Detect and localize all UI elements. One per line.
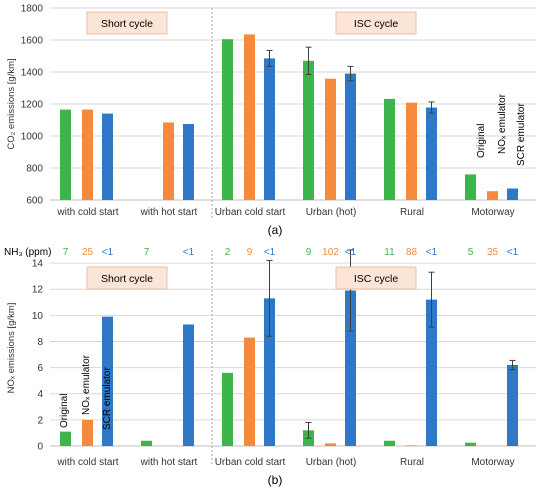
x-tick-label: with cold start <box>56 457 118 468</box>
cycle-box <box>86 11 168 35</box>
legend-original: Original <box>476 124 487 158</box>
bar-scr-emulator <box>507 364 518 446</box>
y-tick-label: 1800 <box>21 4 44 15</box>
cycle-box-label: Short cycle <box>101 18 153 30</box>
x-tick-label: Rural <box>400 457 424 468</box>
x-tick-label: Urban (hot) <box>306 207 357 218</box>
x-tick-label: Urban cold start <box>215 457 286 468</box>
cycle-box-label: Short cycle <box>101 273 153 285</box>
y-tick-label: 1200 <box>21 100 44 111</box>
nh3-value: <1 <box>507 247 519 258</box>
nh3-value: 102 <box>322 247 339 258</box>
bar-scr-emulator <box>426 299 437 446</box>
legend-nox-emulator: NOₓ emulator <box>81 354 92 415</box>
y-tick-label: 1400 <box>21 68 44 79</box>
bar-scr-emulator <box>264 58 275 201</box>
x-tick-label: Urban cold start <box>215 207 286 218</box>
bar-scr-emulator <box>183 124 194 200</box>
y-tick-label: 800 <box>26 164 43 175</box>
co2-chart: 600 800 1000 1200 1400 1600 1800 CO₂ emissions … <box>6 4 536 237</box>
nox-chart: 0 2 4 6 8 10 12 14 NOₓ emissions [g/km] with cold… <box>4 247 536 487</box>
nh3-value: 7 <box>63 247 69 258</box>
nh3-value: 11 <box>384 247 395 258</box>
y-tick-label: 4 <box>37 389 43 400</box>
cycle-box <box>86 266 168 290</box>
nh3-value: <1 <box>183 247 195 258</box>
bar-scr-emulator <box>345 73 356 200</box>
x-tick-label: with cold start <box>56 207 118 218</box>
y-axis-label: NOₓ emissions [g/km] <box>6 303 17 394</box>
bar-original <box>141 440 152 446</box>
bar-original <box>465 174 476 200</box>
nh3-value: 35 <box>487 247 499 258</box>
bar-original <box>222 372 233 446</box>
bar-nox-emulator <box>406 445 417 447</box>
bar-scr-emulator <box>102 316 113 446</box>
nh3-row-label: NH₃ (ppm) <box>4 247 51 258</box>
nh3-value: 9 <box>247 247 253 258</box>
nh3-value: 25 <box>82 247 94 258</box>
bar-nox-emulator <box>244 34 255 201</box>
bar-original <box>303 60 314 200</box>
bar-scr-emulator <box>426 107 437 200</box>
nh3-value: 5 <box>468 247 474 258</box>
bar-nox-emulator <box>406 102 417 200</box>
bar-original <box>60 109 71 200</box>
y-tick-label: 1600 <box>21 36 44 47</box>
bar-scr-emulator <box>102 113 113 200</box>
y-tick-label: 1000 <box>21 132 44 143</box>
cycle-box <box>335 266 417 290</box>
y-tick-label: 8 <box>37 337 43 348</box>
y-axis-label: CO₂ emissions [g/km] <box>6 58 17 149</box>
bar-original <box>384 440 395 446</box>
y-tick-label: 2 <box>37 415 43 426</box>
nh3-value: 9 <box>306 247 312 258</box>
bar-original <box>60 431 71 446</box>
bar-original <box>465 442 476 446</box>
panel-label: (b) <box>268 473 283 487</box>
x-tick-label: with hot start <box>140 207 198 218</box>
x-tick-label: Urban (hot) <box>306 457 357 468</box>
y-tick-label: 6 <box>37 363 43 374</box>
legend-scr-emulator: SCR emulator <box>102 367 113 430</box>
bar-scr-emulator <box>183 324 194 446</box>
x-tick-label: Motorway <box>471 457 514 468</box>
nh3-value: 2 <box>225 247 231 258</box>
bar-nox-emulator <box>325 78 336 200</box>
bar-scr-emulator <box>345 290 356 446</box>
bar-scr-emulator <box>507 188 518 200</box>
panel-label: (a) <box>268 223 283 237</box>
x-tick-label: with hot start <box>140 457 198 468</box>
bar-original <box>384 98 395 200</box>
legend-original: Original <box>59 394 70 428</box>
nh3-value: 7 <box>144 247 150 258</box>
nh3-value: <1 <box>102 247 114 258</box>
bar-original <box>222 39 233 201</box>
bar-nox-emulator <box>244 337 255 446</box>
bar-nox-emulator <box>82 109 93 200</box>
cycle-box-label: ISC cycle <box>354 18 399 30</box>
nh3-value: 88 <box>406 247 418 258</box>
cycle-box <box>335 11 417 35</box>
y-tick-label: 600 <box>26 196 43 207</box>
legend-nox-emulator: NOₓ emulator <box>497 93 508 154</box>
nh3-value: <1 <box>345 247 357 258</box>
y-tick-label: 10 <box>32 311 44 322</box>
x-tick-label: Rural <box>400 207 424 218</box>
y-tick-label: 14 <box>32 259 44 270</box>
bar-nox-emulator <box>325 443 336 446</box>
bar-scr-emulator <box>264 298 275 446</box>
bar-nox-emulator <box>82 419 93 446</box>
legend-scr-emulator: SCR emulator <box>516 103 527 166</box>
y-tick-label: 0 <box>37 442 43 453</box>
cycle-box-label: ISC cycle <box>354 273 399 285</box>
x-tick-label: Motorway <box>471 207 514 218</box>
y-tick-label: 12 <box>32 285 44 296</box>
nh3-value: <1 <box>264 247 276 258</box>
bar-nox-emulator <box>163 122 174 200</box>
bar-nox-emulator <box>487 191 498 200</box>
nh3-value: <1 <box>426 247 438 258</box>
